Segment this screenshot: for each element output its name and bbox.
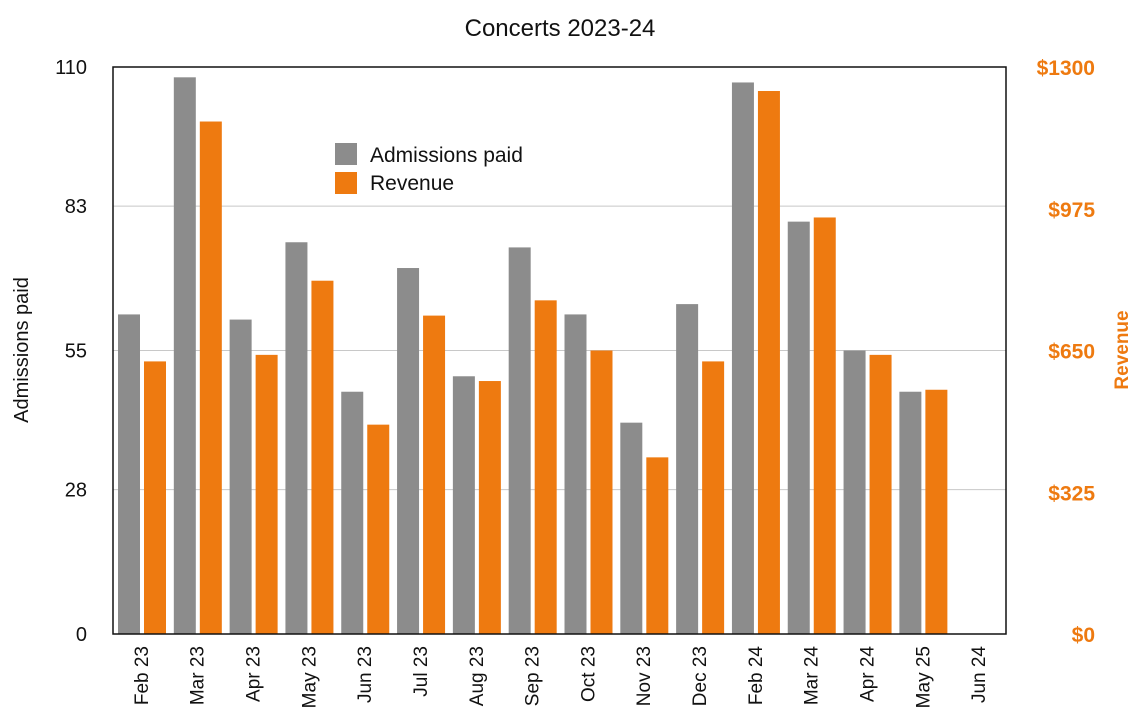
left-tick-label: 110 <box>55 57 87 79</box>
bar-revenue-2 <box>255 354 278 634</box>
category-label: Apr 23 <box>244 646 265 702</box>
category-label: Sep 23 <box>523 646 544 706</box>
bar-admissions-3 <box>285 242 308 634</box>
left-tick-label: 83 <box>65 196 87 218</box>
bar-admissions-0 <box>118 314 140 634</box>
bar-admissions-13 <box>843 350 866 634</box>
chart-title: Concerts 2023-24 <box>465 15 656 42</box>
right-tick-label: $1300 <box>1037 57 1095 80</box>
left-axis-ticks: 0 28 55 83 110 <box>55 57 87 646</box>
category-label: Jul 23 <box>411 646 432 697</box>
bars <box>118 77 948 635</box>
bar-admissions-6 <box>452 376 475 634</box>
bar-revenue-1 <box>199 121 222 635</box>
category-label: Aug 23 <box>467 646 488 706</box>
category-label: Feb 24 <box>746 646 767 706</box>
category-label: Jun 23 <box>355 646 376 703</box>
right-axis-ticks: $0 $325 $650 $975 $1300 <box>1037 57 1096 647</box>
legend-swatch-admissions <box>335 143 357 165</box>
bar-revenue-13 <box>869 354 892 634</box>
bar-admissions-7 <box>508 247 531 634</box>
bar-revenue-6 <box>478 381 501 634</box>
category-label: Mar 24 <box>802 646 823 706</box>
right-tick-label: $325 <box>1048 482 1095 505</box>
bar-admissions-8 <box>564 314 587 634</box>
bar-revenue-3 <box>311 280 334 634</box>
bar-revenue-9 <box>646 457 669 634</box>
category-labels: Feb 23 Mar 23 Apr 23 May 23 Jun 23 Jul 23 Aug … <box>132 646 990 709</box>
bar-revenue-11 <box>757 90 780 634</box>
category-label: Apr 24 <box>857 646 878 702</box>
bar-revenue-7 <box>534 300 557 634</box>
category-label: May 23 <box>299 646 320 708</box>
category-label: May 25 <box>913 646 934 708</box>
bar-admissions-11 <box>731 82 754 635</box>
bar-revenue-14 <box>925 389 948 634</box>
bar-revenue-10 <box>702 361 725 634</box>
category-label: Nov 23 <box>634 646 655 706</box>
bar-admissions-12 <box>787 221 810 635</box>
legend-swatch-revenue <box>335 172 357 194</box>
bar-admissions-2 <box>229 319 252 634</box>
bar-admissions-9 <box>620 422 643 634</box>
bar-revenue-8 <box>590 350 613 634</box>
right-tick-label: $975 <box>1048 199 1095 222</box>
legend: Admissions paid Revenue <box>335 143 523 195</box>
bar-revenue-4 <box>367 424 390 634</box>
category-label: Mar 23 <box>188 646 209 705</box>
right-tick-label: $650 <box>1048 341 1095 364</box>
right-tick-label: $0 <box>1072 624 1095 647</box>
category-label: Oct 23 <box>578 646 599 702</box>
plot-frame <box>112 66 1007 635</box>
bar-admissions-5 <box>397 268 420 634</box>
bar-revenue-12 <box>813 217 836 634</box>
left-tick-label: 55 <box>65 341 87 363</box>
left-tick-label: 28 <box>65 480 87 502</box>
bar-admissions-1 <box>173 77 196 635</box>
right-axis-label: Revenue <box>1112 310 1133 389</box>
bar-admissions-4 <box>341 391 364 634</box>
left-tick-label: 0 <box>76 624 87 646</box>
category-label: Dec 23 <box>690 646 711 706</box>
bar-revenue-5 <box>423 315 446 634</box>
left-axis-label: Admissions paid <box>11 277 33 423</box>
legend-label-admissions: Admissions paid <box>370 144 523 167</box>
category-label: Jun 24 <box>969 646 990 703</box>
bar-revenue-0 <box>144 361 166 634</box>
legend-label-revenue: Revenue <box>370 172 454 195</box>
bar-admissions-10 <box>676 304 699 634</box>
category-label: Feb 23 <box>132 646 153 705</box>
bar-admissions-14 <box>899 391 922 634</box>
